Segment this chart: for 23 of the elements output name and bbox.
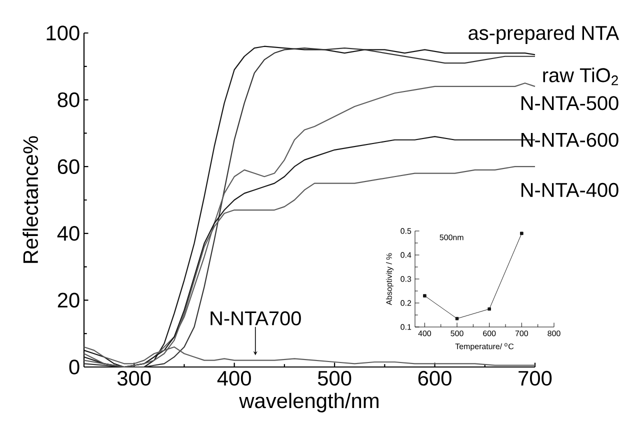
series-label: N-NTA700	[210, 311, 301, 326]
y-tick-label: 40	[57, 226, 80, 241]
point	[423, 294, 426, 298]
x-tick-label: 500	[318, 370, 352, 386]
y-tick-label: 100	[46, 26, 80, 40]
x-tick-label: 300	[117, 370, 151, 386]
x-tick-label: 700	[518, 370, 552, 386]
series-label: N-NTA-500	[522, 96, 618, 110]
x-axis-title: wavelength/nm	[239, 392, 378, 412]
series-label: N-NTA-600	[522, 132, 618, 147]
x-tick-label: 600	[418, 370, 452, 386]
series-label: as-prepared NTA	[468, 25, 620, 44]
y-axis-title: Reflectance%	[22, 136, 38, 263]
y-tick-label: 0	[69, 360, 80, 374]
y-tick-label: 80	[58, 92, 80, 108]
series-label: raw TiO$_{2}$	[543, 68, 618, 86]
y-tick-label: 20	[58, 292, 80, 308]
y-tick-label: 60	[58, 159, 80, 174]
series-label: N-NTA-400	[522, 182, 618, 198]
point	[520, 232, 524, 236]
point	[455, 316, 459, 320]
point	[488, 307, 491, 311]
x-tick-label: 400	[217, 370, 251, 386]
